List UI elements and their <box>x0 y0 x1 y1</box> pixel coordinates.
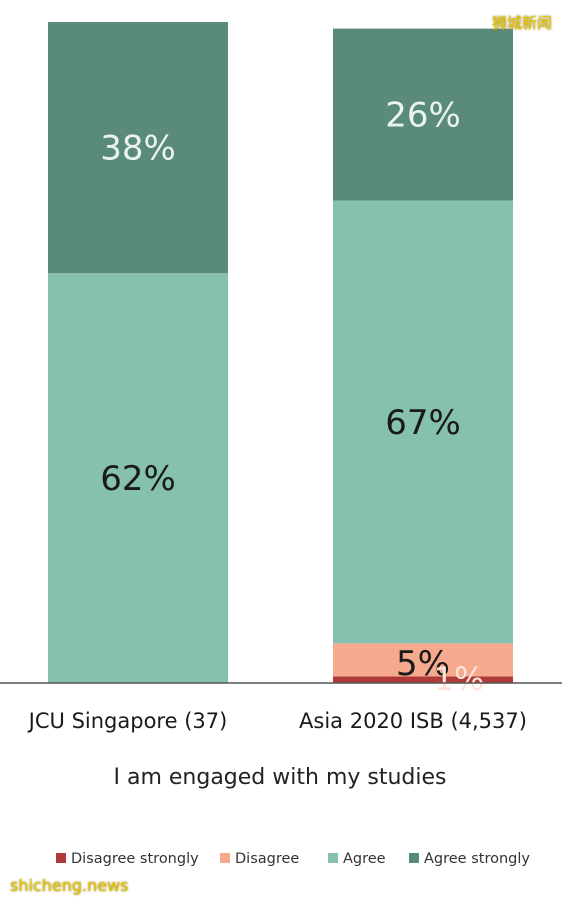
data-label-disagree-1: 5% <box>396 644 450 684</box>
watermark-bottom: shicheng.news <box>10 876 129 895</box>
legend-swatch-agree-strongly <box>409 853 419 863</box>
data-label-extra-0: 1% <box>434 660 485 698</box>
category-label-0: JCU Singapore (37) <box>27 709 228 733</box>
bar-agree-strongly-0 <box>48 22 228 274</box>
bar-agree-1 <box>333 200 513 644</box>
bar-disagree-strongly-1 <box>333 676 513 683</box>
legend-swatch-disagree <box>220 853 230 863</box>
data-label-agree-strongly-1: 26% <box>385 96 461 136</box>
legend: Disagree strongly Disagree Agree Agree stro… <box>56 851 530 867</box>
watermark-top: 狮城新闻 <box>491 14 552 32</box>
legend-swatch-disagree-strongly <box>56 853 66 863</box>
legend-label-agree: Agree <box>343 851 386 867</box>
category-labels-layer: JCU Singapore (37) Asia 2020 ISB (4,537) <box>27 709 527 733</box>
legend-label-disagree: Disagree <box>235 851 299 867</box>
bar-disagree-1 <box>333 643 513 677</box>
bar-agree-strongly-1 <box>333 28 513 201</box>
legend-swatch-agree <box>328 853 338 863</box>
category-label-1: Asia 2020 ISB (4,537) <box>299 709 527 733</box>
data-label-agree-1: 67% <box>385 403 461 443</box>
x-axis-label: I am engaged with my studies <box>114 765 447 790</box>
legend-label-agree-strongly: Agree strongly <box>424 851 530 867</box>
data-label-agree-strongly-0: 38% <box>100 129 176 169</box>
data-label-agree-0: 62% <box>100 459 176 499</box>
bar-agree-0 <box>48 273 228 683</box>
bars-layer <box>48 22 513 683</box>
bar-labels-layer: 62% 38% 5% 67% 26% 1% <box>100 96 484 698</box>
legend-label-disagree-strongly: Disagree strongly <box>71 851 199 867</box>
